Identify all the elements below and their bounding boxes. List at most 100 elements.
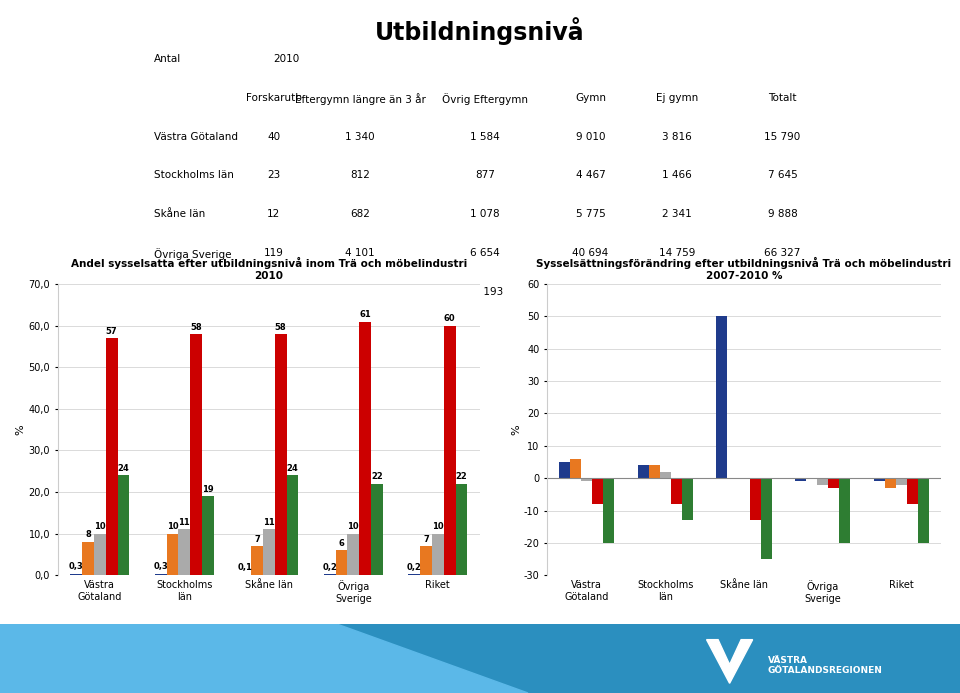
Y-axis label: %: %	[511, 424, 521, 435]
Bar	[117, 475, 130, 575]
Bar	[637, 465, 649, 478]
Bar	[592, 478, 603, 504]
Text: 1 340: 1 340	[346, 132, 374, 141]
Text: Övriga Sverige: Övriga Sverige	[154, 248, 231, 260]
Bar	[432, 534, 444, 575]
Text: 15 790: 15 790	[764, 132, 801, 141]
Text: Stockholms län: Stockholms län	[154, 170, 233, 180]
Bar	[275, 334, 286, 575]
Bar	[167, 534, 179, 575]
Text: 2 341: 2 341	[662, 209, 691, 219]
Bar	[420, 546, 432, 575]
Text: 7 645: 7 645	[768, 170, 797, 180]
Bar	[660, 472, 671, 478]
Text: Riket: Riket	[154, 287, 180, 297]
Bar	[760, 478, 772, 559]
Bar	[359, 322, 371, 575]
Bar	[750, 478, 760, 520]
Bar	[581, 478, 592, 482]
Bar	[559, 462, 570, 478]
Text: 3 816: 3 816	[662, 132, 691, 141]
Bar	[817, 478, 828, 484]
Text: 40 694: 40 694	[572, 248, 609, 258]
Text: 24: 24	[287, 464, 299, 473]
Text: 22: 22	[372, 472, 383, 481]
Text: 10: 10	[432, 522, 444, 531]
Bar	[94, 534, 106, 575]
Bar	[83, 542, 94, 575]
Bar	[885, 478, 896, 488]
Text: 10: 10	[348, 522, 359, 531]
Text: 4 467: 4 467	[576, 170, 605, 180]
Text: 60: 60	[444, 314, 455, 323]
Title: Sysselsättningsförändring efter utbildningsnivå Trä och möbelindustri
2007-2010 : Sysselsättningsförändring efter utbildni…	[537, 257, 951, 281]
Text: 7: 7	[423, 534, 429, 543]
Bar	[570, 459, 581, 478]
Bar	[682, 478, 693, 520]
Bar	[455, 484, 468, 575]
Text: 40: 40	[267, 132, 280, 141]
Text: 99 650: 99 650	[764, 287, 801, 297]
Text: 58: 58	[275, 322, 286, 331]
Text: 0,3: 0,3	[154, 563, 168, 572]
Text: 58: 58	[190, 322, 202, 331]
Text: 24: 24	[118, 464, 130, 473]
Bar	[155, 574, 167, 575]
Text: 11: 11	[263, 518, 275, 527]
Text: 66 327: 66 327	[764, 248, 801, 258]
Text: 9 888: 9 888	[768, 209, 797, 219]
Bar	[336, 550, 348, 575]
Text: 14 759: 14 759	[659, 248, 695, 258]
Bar	[716, 317, 728, 478]
Text: 10 193: 10 193	[467, 287, 503, 297]
Legend: Forskarutb, Eftergymn längre än 3 år, Övrig Eftergymn, Gymn, Ej gymn: Forskarutb, Eftergymn längre än 3 år, Öv…	[114, 644, 423, 681]
Text: Skåne län: Skåne län	[154, 209, 204, 219]
Text: 682: 682	[350, 209, 370, 219]
Bar	[286, 475, 299, 575]
Bar	[795, 478, 806, 482]
Text: 1 078: 1 078	[470, 209, 499, 219]
Text: 0,2: 0,2	[407, 563, 421, 572]
Text: Antal: Antal	[154, 54, 180, 64]
Bar	[839, 478, 851, 543]
Text: Forskarutb: Forskarutb	[246, 93, 301, 103]
Text: 1 584: 1 584	[470, 132, 499, 141]
Y-axis label: %: %	[15, 424, 26, 435]
Text: 2010: 2010	[274, 54, 300, 64]
Text: Eftergymn längre än 3 år: Eftergymn längre än 3 år	[295, 93, 425, 105]
Text: 57: 57	[106, 326, 117, 335]
Bar	[444, 326, 455, 575]
Bar	[918, 478, 929, 543]
Bar	[603, 478, 614, 543]
Bar	[106, 338, 117, 575]
Bar	[252, 546, 263, 575]
Bar	[874, 478, 885, 482]
Text: 6: 6	[339, 538, 345, 547]
Bar	[179, 529, 190, 575]
Bar	[70, 574, 83, 575]
Text: Utbildningsnivå: Utbildningsnivå	[375, 17, 585, 45]
Text: VÄSTRA
GÖTALANDSREGIONEN: VÄSTRA GÖTALANDSREGIONEN	[768, 656, 883, 675]
Text: 0,2: 0,2	[323, 563, 337, 572]
Text: 5 775: 5 775	[576, 209, 605, 219]
Text: Västra Götaland: Västra Götaland	[154, 132, 238, 141]
Text: 22: 22	[456, 472, 468, 481]
Bar	[371, 484, 383, 575]
Bar	[190, 334, 202, 575]
Bar	[649, 465, 660, 478]
Text: 61: 61	[359, 310, 371, 319]
Text: Ej gymn: Ej gymn	[656, 93, 698, 103]
Polygon shape	[707, 640, 753, 683]
Bar	[348, 534, 359, 575]
Text: 59 946: 59 946	[572, 287, 609, 297]
Text: Övrig Eftergymn: Övrig Eftergymn	[442, 93, 528, 105]
Bar	[907, 478, 918, 504]
Bar	[896, 478, 907, 484]
Text: Gymn: Gymn	[575, 93, 606, 103]
Bar	[263, 529, 275, 575]
Text: 22 382: 22 382	[659, 287, 695, 297]
Text: 4 101: 4 101	[346, 248, 374, 258]
Text: 8: 8	[85, 530, 91, 539]
Text: 12: 12	[267, 209, 280, 219]
Polygon shape	[0, 624, 528, 693]
